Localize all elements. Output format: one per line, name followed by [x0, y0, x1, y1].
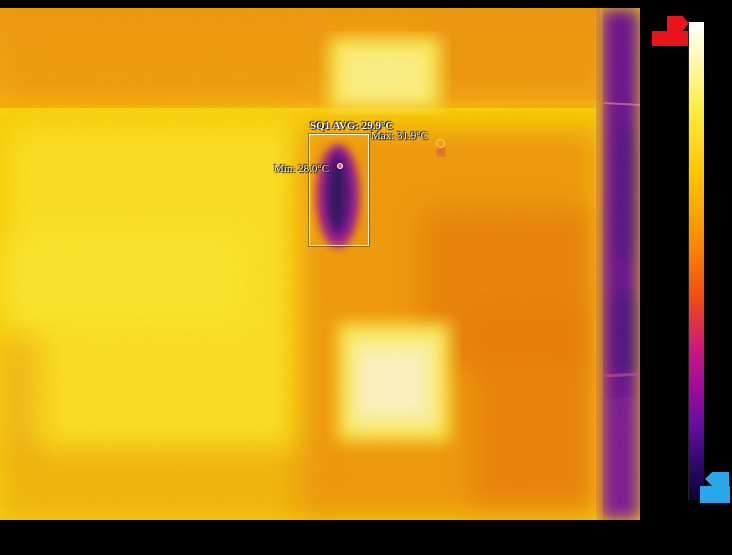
- max-temp-marker: [436, 139, 445, 148]
- max-temp-label: Max: 31.9°C: [371, 130, 428, 142]
- scale-min-handle[interactable]: [705, 472, 729, 486]
- roi-rectangle[interactable]: [309, 134, 369, 246]
- thermal-image[interactable]: [0, 8, 640, 520]
- color-scale-bar: [688, 22, 704, 500]
- scale-max-label: [652, 31, 688, 46]
- scale-max-handle[interactable]: [667, 16, 689, 31]
- thermal-image-render: [0, 8, 640, 520]
- min-temp-marker: [337, 163, 343, 169]
- roi-avg-label: SQ1 AVG: 29.9°C: [310, 120, 394, 132]
- min-temp-label: Min: 28.0°C: [274, 163, 330, 175]
- scale-min-label: [700, 486, 730, 503]
